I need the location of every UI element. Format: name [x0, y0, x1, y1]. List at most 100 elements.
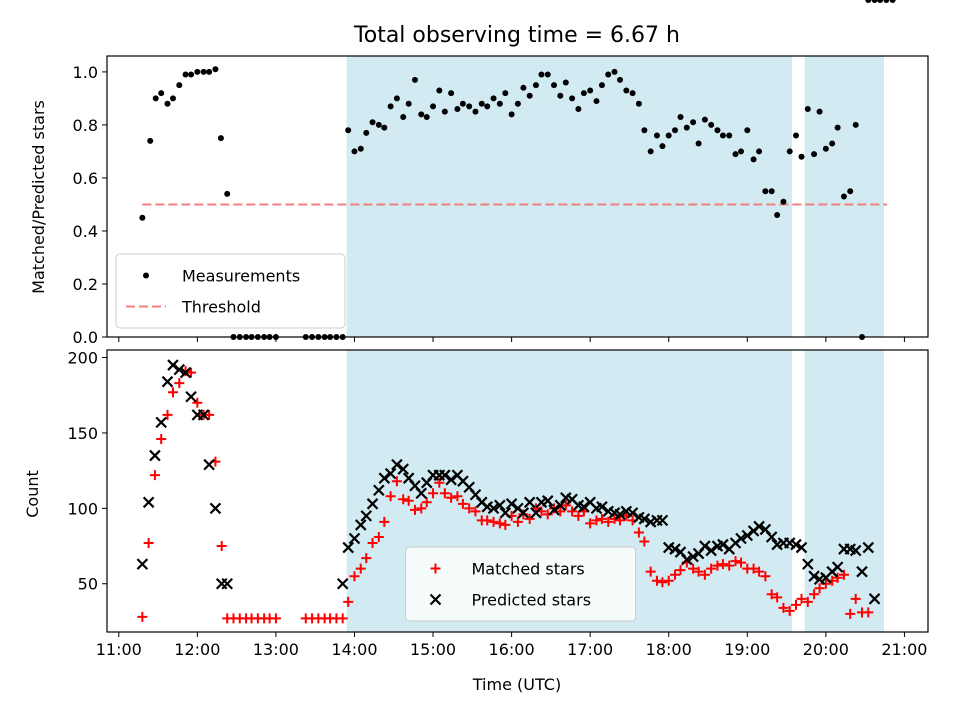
data-point: [439, 488, 450, 499]
data-point: [200, 68, 207, 75]
data-point: [774, 212, 781, 219]
data-point: [472, 108, 479, 115]
x-tick-label: 21:00: [881, 640, 927, 659]
x-tick-label: 12:00: [174, 640, 220, 659]
data-point: [391, 476, 402, 487]
data-point: [871, 0, 878, 3]
data-point: [617, 76, 624, 83]
data-point: [405, 100, 412, 107]
data-point: [657, 577, 668, 588]
data-point: [373, 484, 385, 497]
data-point: [397, 463, 409, 475]
data-point: [814, 583, 825, 594]
data-point: [677, 113, 684, 120]
data-point: [596, 513, 607, 524]
data-point: [575, 106, 582, 113]
data-point: [675, 565, 686, 576]
data-point: [204, 409, 215, 420]
data-point: [834, 124, 841, 131]
data-point: [398, 494, 409, 505]
data-point: [185, 390, 197, 403]
data-point: [744, 127, 751, 134]
data-point: [167, 387, 178, 398]
data-point: [645, 566, 656, 577]
data-point: [149, 470, 160, 481]
data-point: [856, 565, 868, 578]
data-point: [717, 538, 729, 551]
series-predicted-stars: [136, 360, 881, 605]
data-point: [446, 492, 457, 503]
data-point: [699, 569, 710, 580]
series-measurements: [139, 0, 896, 340]
data-point: [639, 536, 650, 547]
data-point: [393, 95, 400, 102]
data-point: [512, 516, 523, 527]
y-tick-label: 0.2: [73, 275, 98, 294]
data-point: [778, 602, 789, 613]
data-point: [209, 502, 222, 515]
data-point: [719, 132, 726, 139]
data-point: [147, 137, 154, 144]
shaded-interval-2: [804, 350, 885, 632]
data-point: [587, 87, 594, 94]
data-point: [641, 127, 648, 134]
data-point: [706, 563, 717, 574]
shaded-interval-1: [346, 56, 793, 337]
data-point: [688, 563, 699, 574]
data-point: [635, 100, 642, 107]
data-point: [593, 98, 600, 105]
data-point: [730, 556, 741, 567]
data-point: [415, 487, 428, 500]
data-point: [829, 140, 836, 147]
count-panel: 50 100 150 200 11:00 12:00 13:00 14:00 15:00 16:0…: [67, 349, 929, 659]
data-point: [820, 578, 831, 589]
data-point: [508, 111, 515, 118]
data-point: [194, 68, 201, 75]
data-point: [523, 496, 536, 509]
data-point: [354, 519, 367, 531]
plot-frame: [106, 349, 929, 633]
data-point: [357, 145, 364, 152]
data-point: [840, 193, 847, 200]
data-point: [137, 611, 148, 622]
data-point: [224, 190, 231, 197]
x-tick-label: 11:00: [96, 640, 142, 659]
data-point: [192, 397, 203, 408]
data-point: [726, 132, 733, 139]
data-point: [136, 558, 149, 570]
data-point: [784, 605, 795, 616]
data-point: [349, 571, 360, 582]
data-point: [441, 108, 448, 115]
data-point: [849, 544, 862, 557]
y-tick-label: 50: [78, 575, 98, 594]
data-point: [736, 557, 747, 568]
data-point: [753, 520, 765, 533]
data-point: [822, 145, 829, 152]
data-point: [206, 68, 213, 75]
data-point: [562, 79, 569, 86]
data-point: [428, 488, 439, 499]
data-point: [387, 103, 394, 110]
data-point: [373, 531, 384, 542]
data-point: [361, 553, 372, 564]
data-point: [786, 148, 793, 155]
x-tick-label: 19:00: [724, 640, 770, 659]
legend-label: Measurements: [182, 267, 300, 286]
data-point: [623, 87, 630, 94]
plot-frame: [106, 55, 929, 338]
top-y-axis-label: Matched/Predicted stars: [29, 100, 48, 294]
data-point: [385, 491, 396, 502]
data-point: [156, 433, 167, 444]
data-point: [748, 563, 759, 574]
data-point: [505, 498, 518, 510]
data-point: [366, 498, 379, 510]
data-point: [638, 513, 651, 525]
data-point: [176, 82, 183, 89]
legend-marker: [429, 593, 442, 606]
legend-label: Threshold: [181, 298, 261, 317]
data-point: [687, 550, 699, 563]
data-point: [162, 409, 173, 420]
y-tick-label: 1.0: [73, 63, 98, 82]
data-point: [411, 76, 418, 83]
